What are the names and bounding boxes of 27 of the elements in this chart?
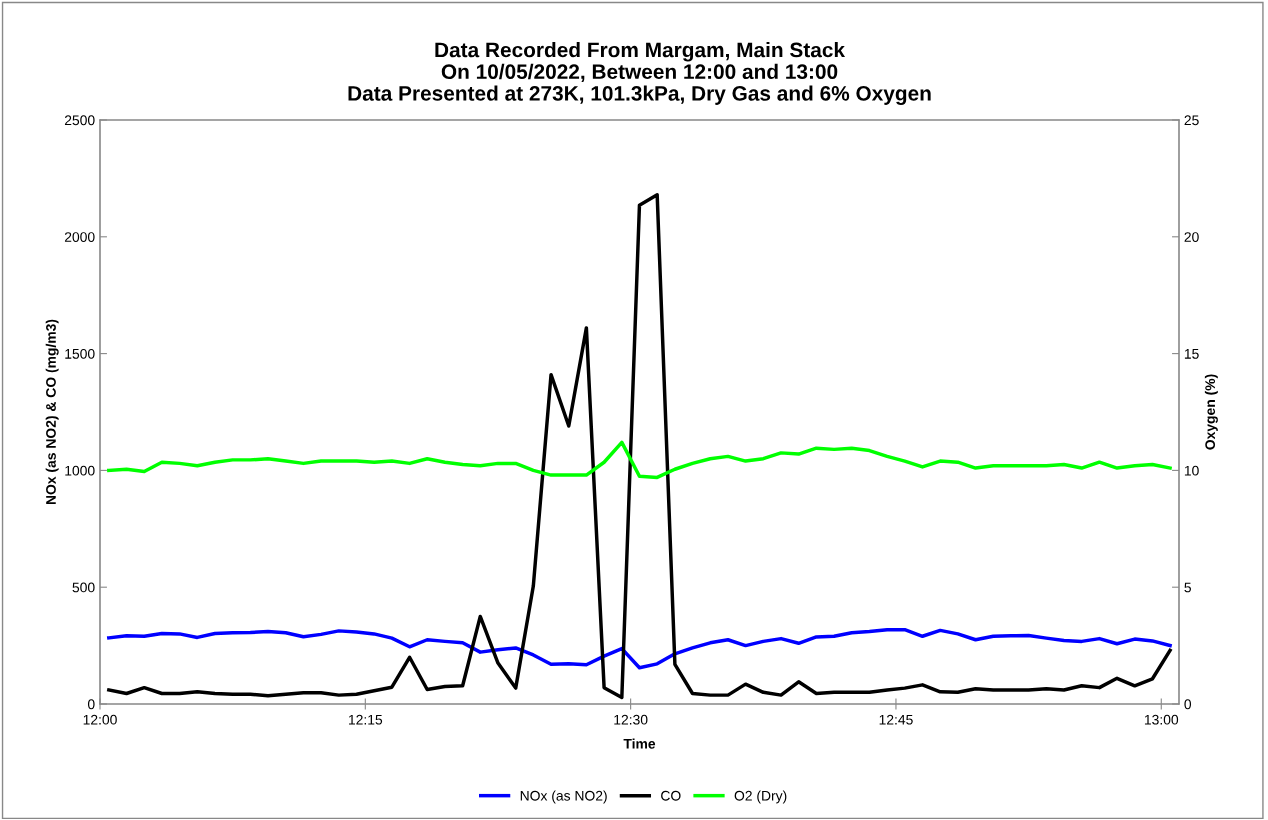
y-tick-label: 2000 <box>64 232 95 242</box>
y2-tick-label: 15 <box>1184 349 1199 359</box>
x-tick-label: 12:30 <box>614 714 648 725</box>
x-tick-label: 13:00 <box>1144 714 1179 725</box>
x-tick-label: 12:45 <box>879 714 913 725</box>
y2-axis-title: Oxygen (%) <box>1204 374 1218 450</box>
x-tick-label: 12:00 <box>83 714 117 725</box>
y-tick-label: 0 <box>87 699 95 710</box>
y-tick-label: 1500 <box>65 348 95 359</box>
y2-tick-label: 10 <box>1184 465 1199 476</box>
x-tick-label: 12:15 <box>349 714 383 725</box>
line-series <box>107 440 1172 480</box>
y-tick-label: 1000 <box>65 465 95 476</box>
y-tick-label: 2500 <box>64 115 95 126</box>
chart-title: Data Recorded From Margam, Main Stack On 10/05/2022, Between 12:00 and 13:00 Data Presented at 273K, 101.3kPa, Dry Gas and 6% Oxygen <box>348 42 931 105</box>
y2-tick-label: 5 <box>1184 582 1191 593</box>
line-series <box>107 193 1172 700</box>
legend-label: NOx (as NO2) <box>520 790 607 804</box>
line-series <box>107 627 1172 670</box>
y2-tick-label: 0 <box>1184 699 1192 710</box>
y-axis-title: NOx (as NO2) & CO (mg/m3) <box>45 319 59 505</box>
legend-label: CO <box>661 790 681 801</box>
x-axis-title: Time <box>623 738 656 749</box>
y2-tick-label: 25 <box>1184 115 1199 126</box>
legend-label: O2 (Dry) <box>734 790 787 804</box>
y-tick-label: 500 <box>72 582 95 593</box>
y2-tick-label: 20 <box>1184 232 1199 242</box>
